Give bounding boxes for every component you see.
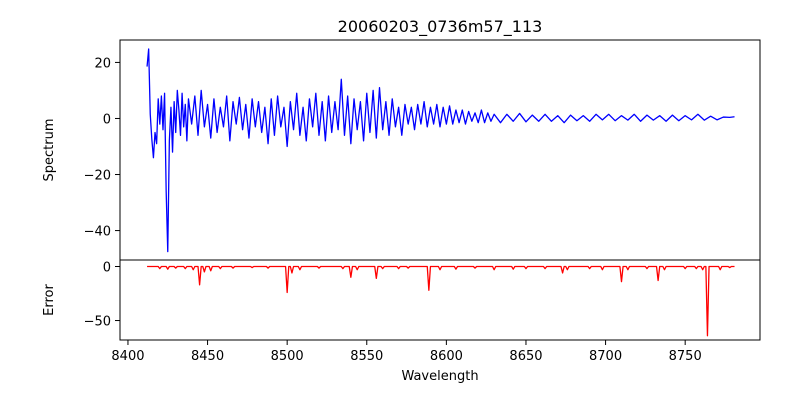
x-tick-label: 8450: [191, 349, 224, 364]
spectrum-ytick-label: 0: [103, 112, 111, 127]
spectrum-ytick-label: 20: [94, 56, 111, 71]
x-tick-label: 8700: [589, 349, 622, 364]
error-ytick-label: −50: [84, 315, 111, 330]
x-tick-label: 8400: [111, 349, 144, 364]
x-tick-label: 8550: [350, 349, 383, 364]
spectrum-series-line: [146, 48, 735, 253]
error-series-line: [147, 265, 735, 337]
spectrum-ytick-label: −20: [84, 169, 111, 184]
error-panel: Error 0−50 8400 8450 8500 8550 8600 8650 8700 8…: [42, 259, 761, 384]
spectrum-line-group: [146, 48, 735, 253]
error-ylabel: Error: [42, 284, 57, 316]
x-tick-label: 8500: [271, 349, 304, 364]
x-tick-label: 8750: [669, 349, 702, 364]
chart-title: 20060203_0736m57_113: [338, 17, 543, 37]
spectrum-ytick-label: −40: [84, 225, 111, 240]
spectrum-panel: Spectrum 20 0 −20 −40: [42, 39, 761, 261]
error-line-group: [147, 265, 735, 337]
x-axis-ticks: 8400 8450 8500 8550 8600 8650 8700 8750: [111, 340, 702, 364]
error-plot-frame: [119, 259, 761, 341]
spectrum-plot-frame: [119, 39, 761, 261]
error-yticks: 0 −50: [84, 260, 120, 330]
x-tick-label: 8650: [509, 349, 542, 364]
spectrum-yticks: 20 0 −20 −40: [84, 56, 120, 240]
spectrum-ylabel: Spectrum: [42, 119, 57, 182]
x-tick-label: 8600: [430, 349, 463, 364]
error-ytick-label: 0: [103, 260, 111, 275]
x-axis-label: Wavelength: [401, 369, 478, 384]
